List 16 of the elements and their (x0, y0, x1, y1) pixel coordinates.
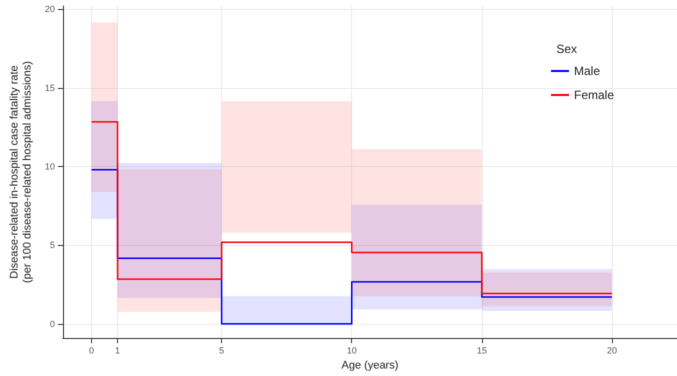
y-tick-label: 10 (44, 162, 55, 172)
legend-label: Male (574, 64, 600, 78)
y-tick-label: 0 (50, 318, 55, 329)
x-axis-title: Age (years) (342, 360, 398, 372)
legend-title: Sex (556, 42, 578, 56)
x-tick-label: 0 (89, 346, 94, 356)
x-tick-label: 5 (219, 346, 224, 356)
y-tick-label: 20 (44, 4, 55, 14)
legend-label: Female (574, 88, 614, 102)
y-tick-label: 5 (50, 240, 55, 250)
x-tick-label: 20 (606, 346, 617, 356)
x-tick-label: 15 (476, 346, 487, 356)
y-tick-label: 15 (44, 82, 55, 93)
x-tick-label: 1 (115, 346, 120, 356)
x-tick-label: 10 (346, 346, 357, 356)
y-axis-title: Disease-related in-hospital case fatality rate (per 100 disease-related hospital admissions) (8, 61, 34, 284)
